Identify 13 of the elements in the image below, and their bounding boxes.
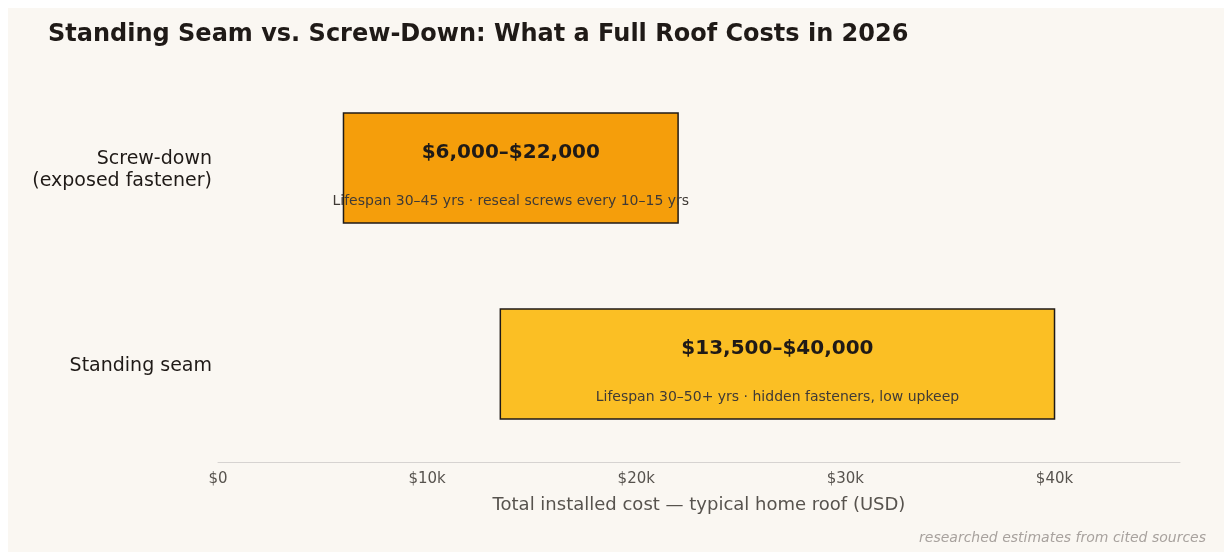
annotation: Lifespan 30–50+ yrs · hidden fasteners, low upkeep	[595, 388, 960, 404]
text: researched estimates from cited sources	[919, 529, 1207, 545]
x-tick-label: $0	[208, 468, 228, 487]
chart-title: Standing Seam vs. Screw-Down: What a Full Roof Costs in 2026	[48, 19, 909, 47]
y-tick-label: Screw-down (exposed fastener)	[32, 146, 212, 190]
x-tick-label: $40k	[1035, 468, 1074, 487]
x-tick-label: $30k	[826, 468, 865, 487]
y-tick-label: Standing seam	[69, 353, 212, 375]
x-axis-title: Total installed cost — typical home roof (USD)	[491, 492, 906, 514]
x-tick-label: $20k	[617, 468, 656, 487]
x-tick-label: $10k	[408, 468, 447, 487]
data-label: $13,500–$40,000	[681, 335, 874, 359]
data-label: $6,000–$22,000	[421, 139, 600, 163]
